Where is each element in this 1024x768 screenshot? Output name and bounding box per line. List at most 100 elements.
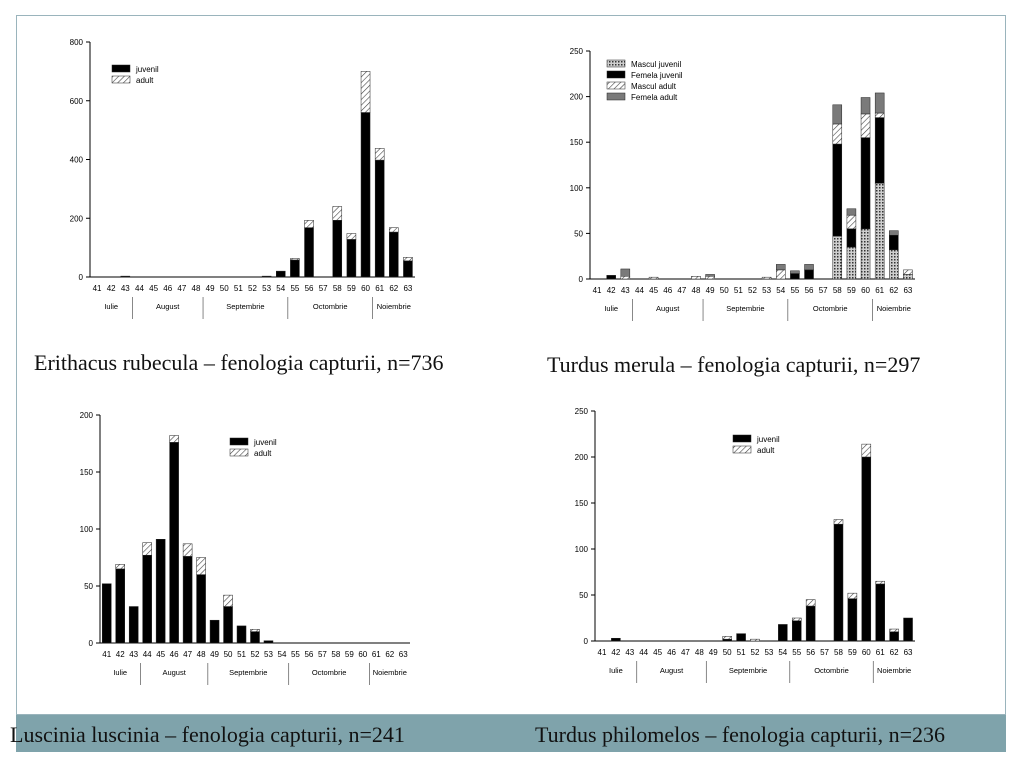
y-tick-label: 0 [584, 637, 589, 646]
month-label-septembrie: Septembrie [726, 304, 764, 313]
x-tick-label: 59 [345, 650, 354, 659]
x-tick-label: 56 [806, 648, 815, 657]
bar-mascul-adult-week-43 [620, 276, 631, 280]
bar-juvenil-week-55 [791, 620, 802, 642]
bar-mascul-juvenil-week-60 [860, 228, 871, 280]
bar-adult-week-50 [722, 636, 732, 640]
month-label-septembrie: Septembrie [229, 668, 267, 677]
y-tick-label: 150 [575, 499, 589, 508]
x-tick-label: 56 [805, 286, 814, 295]
x-tick-label: 60 [361, 284, 370, 293]
x-tick-label: 45 [149, 284, 158, 293]
bar-juvenil-week-60 [861, 456, 872, 642]
bar-femela-adult-week-59 [846, 208, 857, 216]
month-label-octombrie: Octombrie [313, 302, 348, 311]
x-tick-label: 50 [723, 648, 732, 657]
x-tick-label: 61 [375, 284, 384, 293]
x-tick-label: 50 [720, 286, 729, 295]
bar-juvenil-week-61 [374, 159, 385, 278]
x-tick-label: 48 [692, 286, 701, 295]
x-tick-label: 62 [385, 650, 394, 659]
x-tick-label: 51 [734, 286, 743, 295]
x-tick-label: 58 [331, 650, 340, 659]
x-tick-label: 52 [748, 286, 757, 295]
x-tick-label: 42 [116, 650, 125, 659]
bar-adult-week-60 [360, 71, 371, 113]
month-label-august: August [156, 302, 180, 311]
bar-juvenil-week-63 [903, 617, 913, 642]
y-tick-label: 200 [80, 411, 94, 420]
legend-swatch-juvenil [111, 64, 131, 73]
bar-juvenil-week-42 [115, 568, 125, 644]
x-tick-label: 56 [305, 284, 314, 293]
x-tick-label: 41 [598, 648, 607, 657]
y-tick-label: 100 [80, 525, 94, 534]
y-tick-label: 50 [579, 591, 588, 600]
bar-juvenil-week-43 [120, 275, 131, 278]
x-tick-label: 48 [197, 650, 206, 659]
month-label-august: August [162, 668, 186, 677]
legend-label-adult: adult [254, 449, 272, 458]
bar-adult-week-50 [223, 594, 233, 607]
bar-juvenil-week-58 [833, 523, 844, 642]
bar-juvenil-week-53 [263, 640, 274, 644]
x-tick-label: 49 [706, 286, 715, 295]
caption-turdus-merula: Turdus merula – fenologia capturii, n=29… [547, 352, 921, 377]
x-tick-label: 43 [621, 286, 630, 295]
y-tick-label: 600 [70, 97, 84, 106]
legend-swatch-adult [732, 445, 752, 454]
legend-label-adult: adult [757, 446, 775, 455]
bar-femela-juvenil-week-62 [889, 234, 899, 251]
bar-mascul-juvenil-week-58 [832, 235, 843, 280]
bar-femela-juvenil-week-55 [790, 273, 800, 280]
bar-adult-week-55 [290, 258, 300, 261]
x-tick-label: 52 [251, 650, 260, 659]
x-tick-label: 46 [667, 648, 676, 657]
bar-juvenil-week-61 [875, 583, 885, 642]
bar-adult-week-61 [374, 148, 385, 161]
x-tick-label: 59 [347, 284, 356, 293]
bottom-band [16, 715, 1006, 752]
bar-adult-week-52 [750, 638, 760, 642]
bar-juvenil-week-42 [611, 637, 621, 642]
legend-label-juvenil: juvenil [253, 438, 277, 447]
bar-femela-adult-week-56 [804, 264, 814, 271]
bar-mascul-adult-week-58 [832, 123, 843, 145]
month-label-iulie: Iulie [113, 668, 127, 677]
bar-juvenil-week-62 [889, 631, 899, 642]
x-tick-label: 63 [403, 284, 412, 293]
bar-mascul-adult-week-59 [846, 214, 857, 230]
month-label-noiembrie: Noiembrie [373, 668, 407, 677]
x-tick-label: 53 [764, 648, 773, 657]
x-tick-label: 41 [102, 650, 111, 659]
x-tick-label: 53 [762, 286, 771, 295]
bar-mascul-juvenil-week-63 [903, 274, 913, 280]
x-tick-label: 63 [399, 650, 408, 659]
bar-juvenil-week-59 [847, 598, 858, 642]
month-label-septembrie: Septembrie [729, 666, 767, 675]
legend-label-mascul-juvenil: Mascul juvenil [631, 60, 681, 69]
x-tick-label: 44 [639, 648, 648, 657]
bar-mascul-adult-week-54 [776, 269, 786, 280]
bar-femela-adult-week-61 [874, 92, 885, 114]
caption-erithacus-rubecula: Erithacus rubecula – fenologia capturii,… [34, 350, 444, 375]
x-tick-label: 55 [291, 650, 300, 659]
bar-juvenil-week-44 [142, 554, 152, 644]
bar-juvenil-week-43 [128, 606, 139, 644]
bar-adult-week-52 [250, 629, 260, 632]
x-tick-label: 58 [833, 286, 842, 295]
legend-label-mascul-adult: Mascul adult [631, 82, 677, 91]
month-label-iulie: Iulie [604, 304, 618, 313]
bar-femela-adult-week-62 [889, 230, 899, 236]
y-tick-label: 50 [84, 582, 93, 591]
x-tick-label: 60 [358, 650, 367, 659]
bar-adult-week-63 [403, 257, 413, 262]
x-tick-label: 57 [318, 650, 327, 659]
bar-juvenil-week-46 [169, 442, 179, 644]
x-tick-label: 41 [593, 286, 602, 295]
month-label-noiembrie: Noiembrie [877, 666, 911, 675]
month-label-august: August [660, 666, 684, 675]
legend-label-juvenil: juvenil [756, 435, 780, 444]
bar-juvenil-week-54 [276, 270, 286, 278]
month-label-noiembrie: Noiembrie [877, 304, 911, 313]
